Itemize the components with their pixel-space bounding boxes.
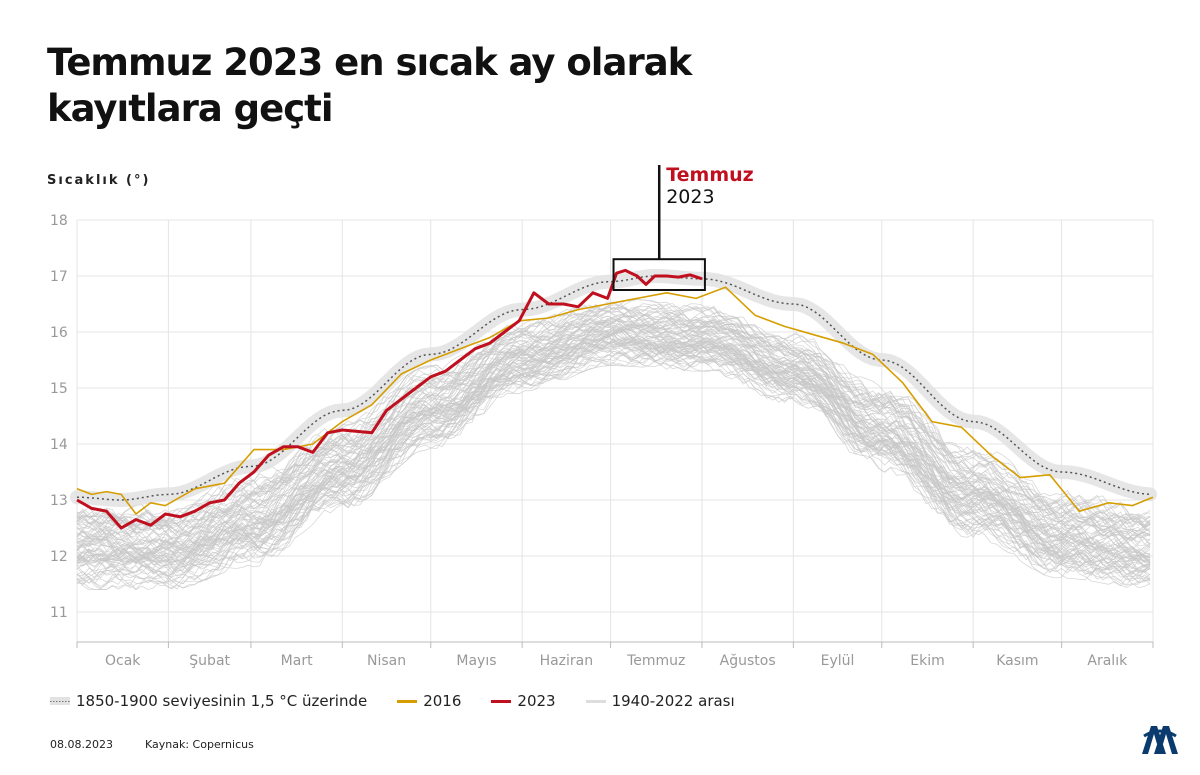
x-tick-label: Ekim [910, 653, 944, 669]
y-tick-label: 15 [50, 381, 68, 397]
history-line [76, 337, 1151, 561]
x-tick-label: Şubat [189, 653, 230, 669]
history-line [76, 314, 1151, 533]
history-line [76, 353, 1151, 589]
history-line [77, 299, 1151, 529]
history-line [76, 319, 1151, 544]
history-line [76, 355, 1151, 591]
history-line [76, 320, 1151, 534]
history-line [76, 319, 1151, 541]
history-line [76, 337, 1151, 582]
y-tick-label: 18 [50, 213, 68, 229]
history-line [76, 315, 1151, 539]
x-tick-label: Mart [281, 653, 313, 669]
legend-2016: 2016 [397, 692, 461, 710]
source: Kaynak: Copernicus [145, 738, 254, 751]
y-tick-label: 16 [50, 325, 68, 341]
history-line [76, 334, 1151, 589]
legend-label: 2016 [423, 692, 462, 710]
y-tick-label: 11 [50, 605, 68, 621]
annotation-title: Temmuz [666, 164, 754, 186]
y-tick-label: 17 [50, 269, 68, 285]
history-line [76, 306, 1151, 528]
series-2016-line [76, 286, 1154, 515]
x-tick-label: Kasım [996, 653, 1038, 669]
history-line [76, 349, 1151, 587]
legend-baseline: 1850-1900 seviyesinin 1,5 °C üzerinde [50, 692, 367, 710]
legend: 1850-1900 seviyesinin 1,5 °C üzerinde 20… [50, 692, 735, 710]
x-tick-label: Temmuz [626, 653, 685, 669]
history-line [76, 352, 1151, 585]
legend-label: 1850-1900 seviyesinin 1,5 °C üzerinde [76, 692, 368, 710]
history-line [76, 339, 1151, 583]
history-line [76, 322, 1151, 564]
x-tick-label: Eylül [821, 653, 855, 669]
history-line [76, 342, 1151, 584]
x-tick-label: Ocak [105, 653, 141, 669]
series-2023-line [76, 268, 703, 530]
legend-history: 1940-2022 arası [585, 692, 735, 710]
x-tick-label: Nisan [367, 653, 406, 669]
history-line [76, 323, 1151, 553]
aa-logo-icon [1142, 726, 1178, 754]
history-line [76, 336, 1151, 573]
legend-label: 1940-2022 arası [611, 692, 735, 710]
legend-2023: 2023 [491, 692, 556, 710]
history-line [76, 305, 1151, 532]
history-line [76, 340, 1151, 583]
y-axis-label: Sıcaklık (°) [47, 173, 151, 188]
history-line [76, 303, 1151, 531]
history-line [76, 301, 1151, 532]
page-title: Temmuz 2023 en sıcak ay olarak kayıtlara… [47, 41, 692, 130]
x-tick-label: Mayıs [456, 653, 496, 669]
history-line [76, 338, 1151, 574]
history-line [76, 338, 1151, 559]
y-tick-label: 14 [50, 437, 68, 453]
history-line [76, 322, 1151, 550]
y-tick-label: 12 [50, 549, 68, 565]
y-tick-label: 13 [50, 493, 68, 509]
history-line [76, 327, 1151, 559]
x-tick-label: Ağustos [720, 653, 776, 669]
date: 08.08.2023 [50, 738, 113, 751]
history-line [76, 334, 1151, 570]
x-tick-label: Aralık [1087, 653, 1128, 669]
annotation-subtitle: 2023 [666, 186, 714, 208]
legend-label: 2023 [517, 692, 556, 710]
baseline-line [76, 275, 1151, 501]
x-tick-label: Haziran [540, 653, 594, 669]
